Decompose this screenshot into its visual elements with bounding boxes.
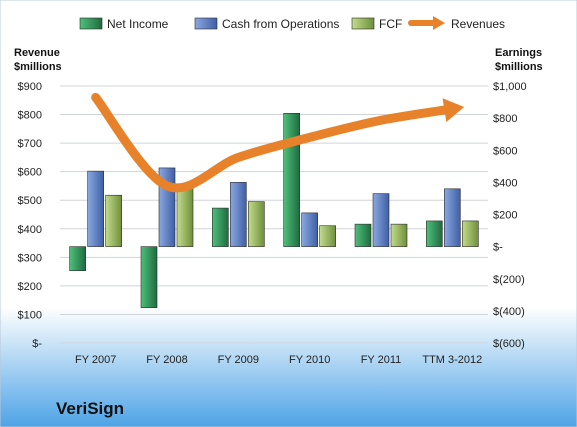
x-axis-category-label: FY 2008 [146, 354, 187, 366]
right-axis-tick-label: $800 [493, 113, 517, 125]
left-axis-tick-label: $700 [18, 138, 42, 150]
bar-net-income [283, 113, 300, 247]
legend-label: Revenues [451, 17, 505, 31]
bar-net-income [354, 223, 372, 247]
left-axis-title-line1: Revenue [14, 47, 60, 59]
legend-swatch [351, 17, 375, 30]
bar-cash-from-operations [372, 193, 390, 247]
bar-cash-from-operations [230, 182, 247, 247]
right-axis-tick-label: $- [493, 242, 503, 254]
bar-fcf [248, 201, 265, 247]
legend-label: FCF [379, 17, 402, 31]
x-axis-category-label: FY 2010 [289, 354, 330, 366]
right-axis-tick-label: $(400) [493, 306, 525, 318]
left-axis-tick-label: $900 [18, 81, 42, 93]
left-axis-tick-label: $200 [18, 281, 42, 293]
company-name: VeriSign [56, 399, 124, 418]
x-axis-category-label: FY 2007 [75, 354, 116, 366]
bar-net-income [140, 246, 158, 308]
legend-swatch [79, 17, 103, 30]
left-axis-tick-label: $600 [18, 167, 42, 179]
legend-label: Cash from Operations [222, 17, 339, 31]
legend-swatch [194, 17, 218, 30]
right-axis-tick-label: $(600) [493, 338, 525, 350]
revenues-line-arrowhead [442, 98, 465, 122]
left-axis-tick-label: $100 [18, 309, 42, 321]
right-axis-tick-label: $(200) [493, 274, 525, 286]
left-axis-tick-label: $500 [18, 195, 42, 207]
right-axis-tick-label: $1,000 [493, 81, 527, 93]
legend-arrow-icon [433, 16, 445, 30]
bar-net-income [426, 220, 443, 247]
bar-fcf [105, 194, 122, 247]
revenues-line [91, 92, 457, 193]
x-axis-category-label: TTM 3-2012 [422, 354, 482, 366]
left-axis-tick-label: $300 [18, 252, 42, 264]
bar-cash-from-operations [444, 188, 461, 247]
bar-cash-from-operations [301, 212, 318, 247]
legend-label: Net Income [107, 17, 169, 31]
left-axis-tick-label: $800 [18, 110, 42, 122]
bar-cash-from-operations [87, 170, 104, 247]
right-axis-tick-label: $200 [493, 210, 517, 222]
right-axis-tick-label: $400 [493, 177, 517, 189]
bar-fcf [390, 223, 408, 247]
right-axis-tick-label: $600 [493, 145, 517, 157]
bar-net-income [69, 246, 86, 272]
bar-fcf [462, 220, 479, 247]
x-axis-category-label: FY 2011 [361, 354, 402, 366]
x-axis-category-label: FY 2009 [218, 354, 259, 366]
bar-net-income [212, 207, 229, 247]
left-axis-tick-label: $- [32, 338, 42, 350]
bar-fcf [176, 186, 194, 247]
bar-fcf [319, 225, 336, 247]
right-axis-title-line1: Earnings [495, 47, 542, 59]
left-axis-title-line2: $millions [14, 61, 62, 73]
left-axis-tick-label: $400 [18, 224, 42, 236]
right-axis-title-line2: $millions [495, 61, 543, 73]
